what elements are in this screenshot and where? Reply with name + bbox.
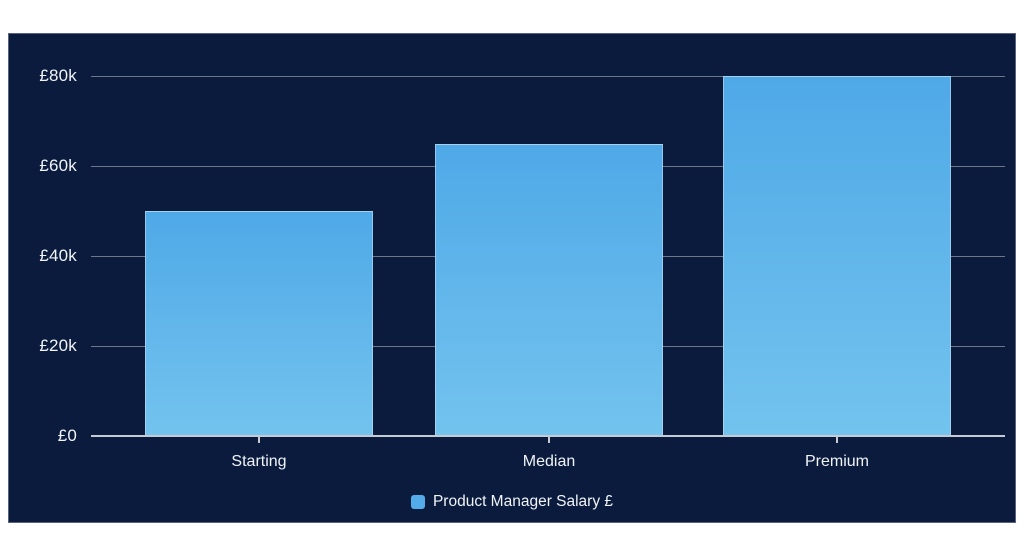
chart-panel: £80k £60k £40k £20k £0 Starting Median P… bbox=[8, 33, 1016, 523]
x-axis-tick-starting bbox=[258, 436, 260, 443]
bar-premium[interactable] bbox=[723, 76, 951, 436]
x-axis-label-starting: Starting bbox=[231, 453, 287, 470]
y-axis-tick-label-60k: £60k bbox=[39, 156, 77, 175]
y-axis: £80k £60k £40k £20k £0 bbox=[9, 66, 77, 445]
bar-starting[interactable] bbox=[145, 211, 373, 436]
gridline-80k bbox=[91, 76, 1005, 77]
x-axis-label-premium: Premium bbox=[804, 453, 870, 470]
legend-label: Product Manager Salary £ bbox=[432, 493, 614, 510]
x-axis-label-median: Median bbox=[522, 453, 576, 470]
bar-median[interactable] bbox=[435, 143, 663, 436]
legend-marker-icon bbox=[410, 495, 425, 509]
y-axis-tick-label-20k: £20k bbox=[39, 336, 77, 355]
x-axis-tick-median bbox=[548, 436, 550, 443]
y-axis-tick-label-40k: £40k bbox=[39, 246, 77, 265]
x-axis-tick-premium bbox=[836, 436, 838, 443]
legend[interactable]: Product Manager Salary £ bbox=[9, 493, 1015, 511]
y-axis-tick-label-80k: £80k bbox=[39, 66, 77, 85]
plot-area: Starting Median Premium bbox=[91, 76, 1005, 470]
y-axis-tick-label-0: £0 bbox=[57, 426, 77, 445]
